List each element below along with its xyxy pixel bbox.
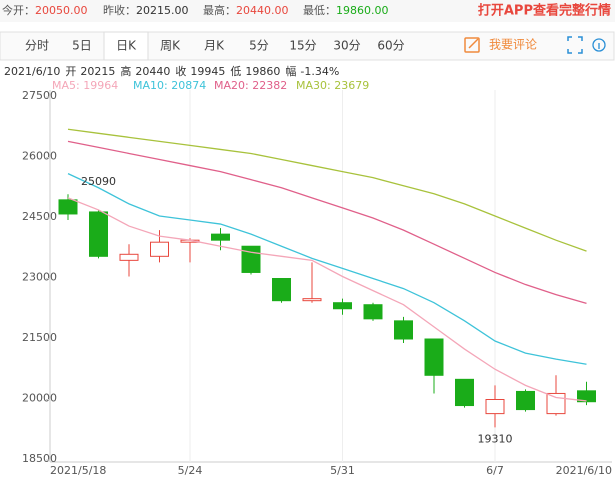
comment-icon[interactable]	[464, 37, 480, 53]
candle-body	[485, 399, 505, 415]
info-date: 2021/6/10	[4, 65, 60, 78]
candle-body	[119, 253, 139, 261]
quote-label: 今开：	[2, 3, 35, 17]
legend-entry: MA10: 20874	[133, 79, 206, 92]
ma-line	[67, 197, 587, 402]
quote-value: 19860.00	[336, 4, 389, 17]
y-tick-label: 21500	[22, 331, 57, 344]
help-icon[interactable]	[592, 38, 606, 52]
tab[interactable]: 月K	[204, 39, 225, 53]
legend-entry: MA5: 19964	[52, 79, 118, 92]
y-tick-label: 24500	[22, 210, 57, 223]
candle-body	[577, 390, 596, 403]
max-label: 25090	[81, 175, 116, 188]
y-tick-label: 18500	[22, 452, 57, 465]
info-line: 2021/6/10 开 20215 高 20440 收 19945 低 19860 幅 -1.34%	[4, 64, 339, 78]
candle-body	[455, 378, 474, 407]
info-value: 19860	[245, 65, 280, 78]
candle-body	[333, 302, 352, 310]
candle-body	[211, 233, 230, 241]
quote-label: 昨收：	[103, 3, 136, 17]
y-tick-label: 23000	[22, 271, 57, 284]
x-tick-label: 5/31	[330, 464, 355, 477]
fullscreen-icon[interactable]	[567, 36, 583, 54]
info-label: 开	[65, 65, 76, 78]
quote-bar	[0, 0, 615, 22]
ma-line	[67, 140, 587, 305]
quote-label: 最高：	[203, 3, 236, 17]
tab[interactable]: 日K	[116, 39, 137, 53]
candle-body	[516, 390, 535, 411]
candle-body	[394, 320, 413, 340]
candle-body	[546, 392, 566, 415]
app-link[interactable]: 打开APP查看完整行情	[478, 3, 611, 19]
x-tick-label: 5/24	[178, 464, 203, 477]
quote-value: 20440.00	[236, 4, 289, 17]
candle-body	[89, 211, 108, 257]
y-tick-label: 20000	[22, 392, 57, 405]
quote-value: 20050.00	[35, 4, 88, 17]
candle-body	[241, 245, 261, 273]
candle-body	[58, 199, 78, 215]
tab-bar	[0, 31, 615, 61]
x-tick-label: 2021/6/10	[556, 464, 612, 477]
candle-body	[272, 278, 291, 302]
info-value: 20215	[80, 65, 115, 78]
y-tick-label: 26000	[22, 150, 57, 163]
info-label: 高	[120, 64, 131, 78]
candle-body	[302, 298, 322, 302]
info-label: 低	[230, 65, 241, 78]
tab[interactable]: 5分	[249, 39, 269, 53]
info-value: 20440	[135, 65, 170, 78]
comment-button[interactable]: 我要评论	[489, 38, 537, 52]
candle-body	[150, 241, 169, 257]
tab[interactable]: 30分	[333, 39, 360, 53]
tab[interactable]: 周K	[160, 39, 181, 53]
legend-entry: MA20: 22382	[214, 79, 287, 92]
x-tick-label: 6/7	[486, 464, 504, 477]
candle-body	[424, 338, 444, 376]
min-label: 19310	[478, 432, 513, 445]
info-label: 幅	[285, 65, 296, 78]
info-change: -1.34%	[300, 65, 339, 78]
legend-entry: MA30: 23679	[296, 79, 369, 92]
info-value: 19945	[190, 65, 225, 78]
ma-line	[67, 128, 587, 252]
tab[interactable]: 60分	[377, 39, 404, 53]
x-tick-label: 2021/5/18	[50, 464, 106, 477]
tab-active	[103, 31, 149, 61]
quote-label: 最低：	[303, 4, 336, 17]
tab[interactable]: 分时	[25, 39, 49, 53]
tab[interactable]: 15分	[289, 39, 316, 53]
y-tick-label: 27500	[22, 89, 57, 102]
ma-line	[67, 173, 587, 365]
tab[interactable]: 5日	[72, 39, 92, 53]
info-label: 收	[175, 64, 186, 78]
quote-value: 20215.00	[136, 4, 189, 17]
candle-body	[363, 304, 383, 320]
